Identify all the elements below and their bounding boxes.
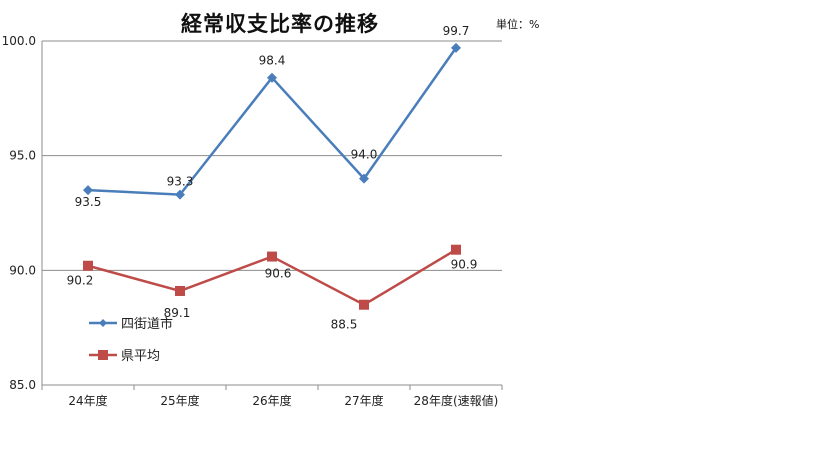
x-tick-label: 28年度(速報値) [414,393,499,408]
data-label: 88.5 [331,318,358,332]
y-tick-label: 100.0 [2,34,36,48]
data-label: 89.1 [164,306,191,320]
data-point-marker [359,299,369,310]
unit-label: 単位：% [496,18,540,31]
data-label: 99.7 [443,24,470,38]
data-point-marker [175,189,185,200]
data-point-marker [175,285,185,296]
data-label: 94.0 [351,148,378,162]
x-tick-label: 25年度 [160,393,199,408]
x-tick-label: 26年度 [252,393,291,408]
legend-label: 四街道市 [121,316,173,332]
data-label: 90.6 [265,267,292,281]
legend-swatch-marker [99,319,107,327]
legend-swatch-marker [98,350,108,360]
data-point-marker [83,260,93,271]
data-point-marker [83,185,93,196]
data-point-marker [267,251,277,262]
x-tick-label: 27年度 [344,393,383,408]
legend-label: 県平均 [121,349,160,364]
data-label: 93.5 [75,195,102,209]
series-line-1 [87,47,458,196]
y-tick-label: 95.0 [9,149,36,163]
y-tick-label: 90.0 [9,263,36,277]
data-point-marker [359,173,369,184]
data-point-marker [451,244,461,255]
x-tick-label: 24年度 [68,393,107,408]
data-point-marker [451,42,461,53]
data-label: 90.9 [451,258,478,272]
data-label: 93.3 [167,175,194,189]
data-label: 90.2 [67,274,94,288]
data-point-marker [267,72,277,83]
y-tick-label: 85.0 [9,378,36,392]
data-label: 98.4 [259,54,286,68]
chart-title: 経常収支比率の推移 [181,12,379,36]
